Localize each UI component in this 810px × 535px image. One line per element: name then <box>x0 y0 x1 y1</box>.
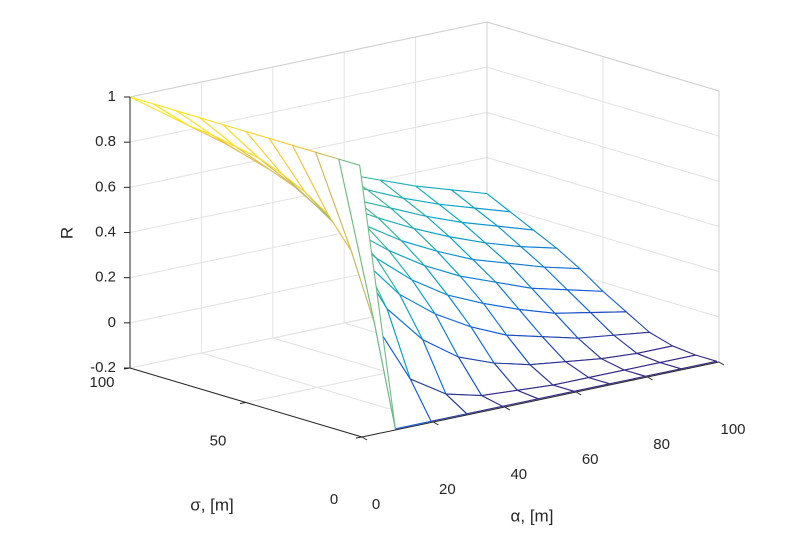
x-tick <box>433 421 439 426</box>
y-axis-label: σ, [m] <box>190 495 234 514</box>
x-axis-label: α, [m] <box>511 506 554 525</box>
y-tick <box>355 436 363 439</box>
y-tick <box>239 402 247 404</box>
y-tick-label: 100 <box>89 374 114 391</box>
z-tick-label: 0.4 <box>95 223 116 240</box>
grid-line <box>486 202 720 273</box>
z-tick-label: 0.8 <box>95 133 116 150</box>
x-tick-label: 40 <box>510 466 527 483</box>
x-axis-line <box>361 361 720 438</box>
grid-line <box>129 66 488 143</box>
x-tick <box>504 406 511 411</box>
grid-line <box>486 66 720 137</box>
box-edge <box>129 21 488 98</box>
mesh <box>129 96 718 430</box>
x-tick-label: 0 <box>372 496 380 513</box>
x-tick <box>647 376 653 381</box>
x-tick-label: 80 <box>653 436 670 453</box>
x-tick-label: 100 <box>720 421 745 438</box>
z-axis-label: R <box>57 227 76 239</box>
z-tick-label: 0.6 <box>95 178 116 195</box>
x-tick <box>361 436 368 441</box>
grid-line <box>486 111 720 182</box>
x-tick-label: 20 <box>439 481 456 498</box>
y-tick-label: 0 <box>330 491 338 508</box>
mesh-cell <box>338 158 396 430</box>
z-tick-label: 0.2 <box>95 269 116 286</box>
z-tick-label: -0.2 <box>90 359 116 376</box>
y-tick <box>123 367 131 370</box>
axes: -0.2 0 0.2 0.4 0.6 0.8 1 0 20 40 60 80 100 0 50 100 <box>89 88 745 513</box>
x-tick <box>718 361 725 366</box>
z-tick-label: 0 <box>108 314 116 331</box>
grid-line <box>486 157 720 227</box>
y-tick-label: 50 <box>210 432 227 449</box>
x-tick-label: 60 <box>582 451 599 468</box>
x-tick <box>575 391 582 396</box>
z-tick-label: 1 <box>108 88 116 105</box>
box-edge <box>486 21 720 92</box>
